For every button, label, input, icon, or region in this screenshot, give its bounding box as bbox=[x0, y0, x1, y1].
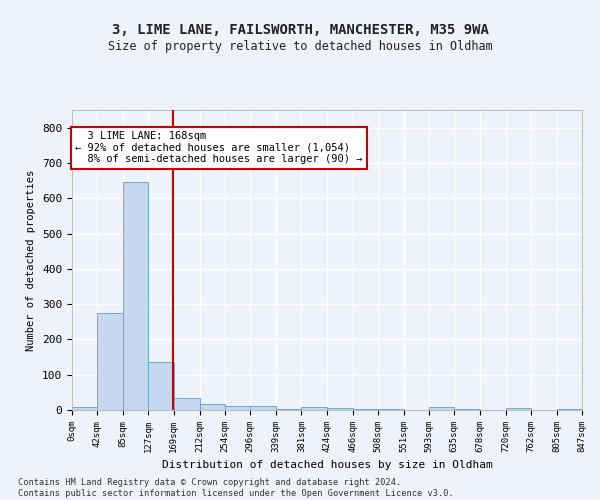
Bar bbox=[328, 408, 353, 410]
X-axis label: Distribution of detached houses by size in Oldham: Distribution of detached houses by size … bbox=[161, 460, 493, 470]
Bar bbox=[506, 408, 531, 410]
Bar bbox=[174, 398, 200, 410]
Bar bbox=[276, 408, 301, 410]
Bar bbox=[97, 313, 123, 410]
Text: 3 LIME LANE: 168sqm
← 92% of detached houses are smaller (1,054)
  8% of semi-de: 3 LIME LANE: 168sqm ← 92% of detached ho… bbox=[75, 131, 362, 164]
Text: 3, LIME LANE, FAILSWORTH, MANCHESTER, M35 9WA: 3, LIME LANE, FAILSWORTH, MANCHESTER, M3… bbox=[112, 22, 488, 36]
Bar bbox=[429, 407, 454, 410]
Text: Size of property relative to detached houses in Oldham: Size of property relative to detached ho… bbox=[107, 40, 493, 53]
Bar bbox=[301, 407, 328, 410]
Bar bbox=[148, 362, 174, 410]
Bar bbox=[123, 182, 148, 410]
Bar bbox=[353, 408, 378, 410]
Y-axis label: Number of detached properties: Number of detached properties bbox=[26, 170, 37, 350]
Bar bbox=[225, 406, 250, 410]
Bar bbox=[250, 406, 276, 410]
Bar bbox=[200, 404, 225, 410]
Text: Contains HM Land Registry data © Crown copyright and database right 2024.
Contai: Contains HM Land Registry data © Crown c… bbox=[18, 478, 454, 498]
Bar bbox=[72, 407, 97, 410]
